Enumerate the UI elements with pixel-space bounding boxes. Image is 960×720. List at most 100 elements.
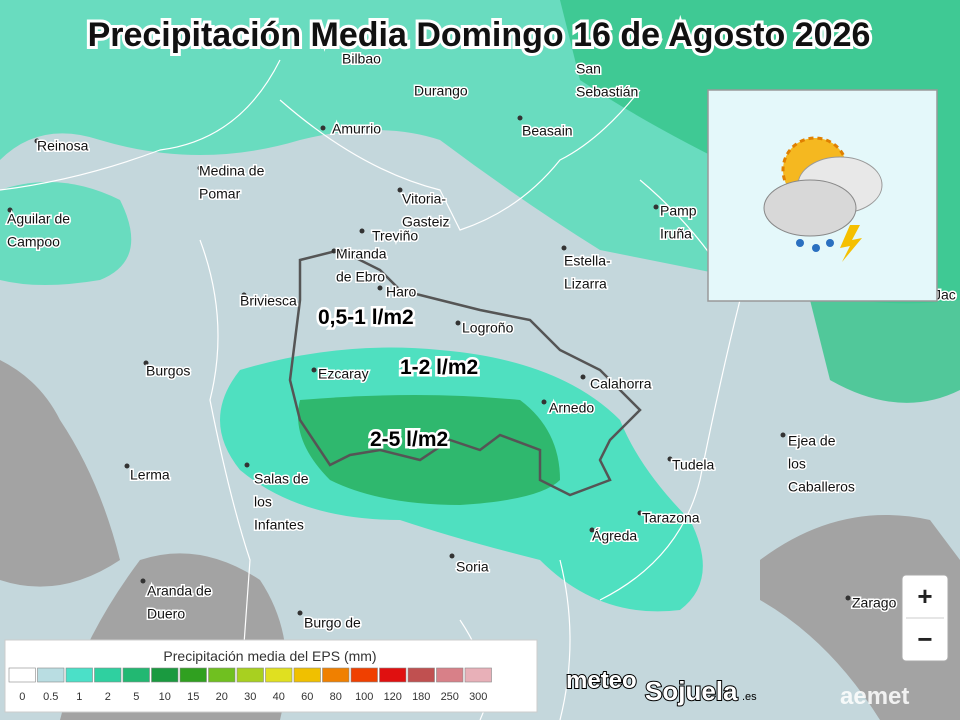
place-dot	[34, 138, 40, 144]
legend-label: 100	[355, 691, 373, 703]
legend-label: 180	[412, 691, 430, 703]
place-label: Burgos	[146, 363, 190, 379]
legend-swatch	[151, 667, 179, 683]
place-label: de Ebro	[336, 269, 385, 285]
legend-swatch	[350, 667, 378, 683]
place-label: Aguilar de	[7, 211, 70, 227]
legend-swatch	[122, 667, 150, 683]
place-dot	[311, 367, 317, 373]
place-label: Zarago	[852, 595, 897, 611]
legend-label: 40	[273, 691, 285, 703]
place-label: Pamp	[660, 203, 697, 219]
place-dot	[124, 463, 130, 469]
legend-swatch	[65, 667, 93, 683]
place-dot	[517, 115, 523, 121]
legend-title: Precipitación media del EPS (mm)	[163, 648, 376, 664]
place-label: Jac	[934, 287, 956, 303]
place-dot	[580, 374, 586, 380]
legend-swatch	[37, 667, 65, 683]
legend-label: 2	[105, 691, 111, 703]
legend-swatch	[464, 667, 492, 683]
zoom-control: + −	[901, 574, 949, 662]
place-label: Sebastián	[576, 84, 638, 100]
legend-swatch	[293, 667, 321, 683]
place-dot	[577, 62, 583, 68]
region-outline	[288, 248, 642, 497]
place-dot	[449, 553, 455, 559]
terrain	[760, 515, 960, 720]
agency-logo: aemet	[840, 683, 909, 710]
legend-label: 0	[19, 691, 25, 703]
place-label: Briviesca	[240, 293, 297, 309]
place-label: Vitoria-	[402, 191, 446, 207]
legend-label: 0.5	[43, 691, 58, 703]
place-dot	[589, 527, 595, 533]
place-label: los	[788, 456, 806, 472]
place-label: Soria	[456, 559, 489, 575]
place-label: Gasteiz	[402, 214, 449, 230]
place-label: Lizarra	[564, 276, 607, 292]
legend-label: 120	[384, 691, 402, 703]
legend-label: 15	[187, 691, 199, 703]
place-dot	[397, 187, 403, 193]
place-label: Salas de	[254, 471, 309, 487]
terrain	[0, 360, 120, 587]
place-label: Estella-	[564, 253, 611, 269]
place-dot	[320, 125, 326, 131]
place-dot	[541, 399, 547, 405]
legend-label: 1	[76, 691, 82, 703]
place-label: San	[576, 61, 601, 77]
legend-label: 20	[216, 691, 228, 703]
place-dot	[845, 595, 851, 601]
place-label: Tarazona	[642, 510, 700, 526]
place-label: Pomar	[199, 186, 241, 202]
zoom-out[interactable]: −	[917, 624, 932, 654]
zone-label: 1-2 l/m2	[400, 356, 478, 379]
teal-zone	[0, 182, 132, 285]
place-label: Bilbao	[342, 51, 381, 67]
title: Precipitación Media Domingo 16 de Agosto…	[88, 16, 871, 54]
place-dot	[349, 37, 355, 43]
legend-swatch	[379, 667, 407, 683]
place-dot	[244, 462, 250, 468]
place-dot	[140, 578, 146, 584]
place-dot	[359, 228, 365, 234]
legend-label: 250	[441, 691, 459, 703]
place-dot	[297, 610, 303, 616]
legend-swatch	[94, 667, 122, 683]
legend-swatch	[236, 667, 264, 683]
place-label: Tudela	[672, 457, 715, 473]
zone-label: 2-5 l/m2	[370, 428, 448, 451]
legend-swatch	[8, 667, 36, 683]
legend-swatch	[179, 667, 207, 683]
place-dot	[377, 285, 383, 291]
zoom-in[interactable]: +	[917, 581, 932, 611]
place-label: Campoo	[7, 234, 60, 250]
legend-label: 80	[330, 691, 342, 703]
place-dot	[143, 360, 149, 366]
place-label: Miranda	[336, 246, 387, 262]
legend-swatch	[436, 667, 464, 683]
place-label: Ágreda	[592, 528, 637, 544]
legend: Precipitación media del EPS (mm) 0 0.5 1 2 5…	[4, 639, 538, 713]
place-label: Beasain	[522, 123, 573, 139]
border	[0, 59, 741, 720]
place-dot	[241, 292, 247, 298]
legend-label: 60	[301, 691, 313, 703]
place-label: Caballeros	[788, 479, 855, 495]
legend-swatch	[322, 667, 350, 683]
legend-items: 0 0.5 1 2 5 10 15 20 30 40 60 80 100 120 180 250 300	[8, 667, 492, 703]
place-dot	[197, 165, 203, 171]
place-dot	[780, 432, 786, 438]
brand-part: meteo	[566, 667, 637, 694]
brand-logo: meteo Sojuela .es	[565, 666, 757, 707]
place-dot	[7, 207, 13, 213]
place-label: los	[254, 494, 272, 510]
place-label: Calahorra	[590, 376, 652, 392]
legend-swatch	[407, 667, 435, 683]
place-label: Iruña	[660, 226, 692, 242]
place-label: Logroño	[462, 320, 514, 336]
legend-swatch	[265, 667, 293, 683]
legend-label: 300	[469, 691, 487, 703]
